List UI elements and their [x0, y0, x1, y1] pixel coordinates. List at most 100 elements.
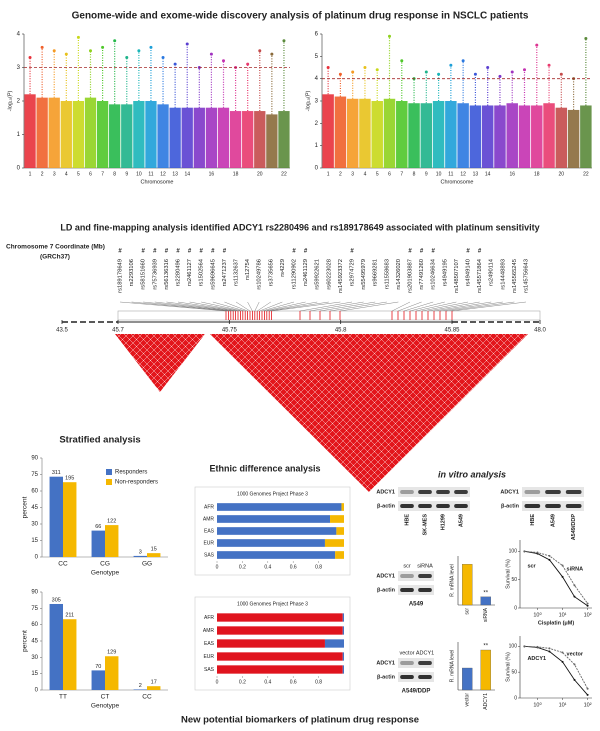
- top-snp: [173, 62, 177, 66]
- count-label: 305: [52, 597, 61, 603]
- blot-band: [400, 675, 414, 679]
- x-tick-label: 0: [216, 564, 219, 570]
- count-label: 311: [52, 470, 61, 476]
- snp-label: rs201903887: [408, 259, 414, 293]
- significance: **: [483, 590, 488, 596]
- y-tick-label: 0: [514, 605, 517, 611]
- snp-cloud: [145, 101, 157, 168]
- snp-label: rs14448893: [500, 259, 506, 290]
- y-axis-label: -log₁₀(P): [7, 91, 13, 112]
- snp-connector: [143, 301, 231, 312]
- x-tick-label: 20: [559, 171, 565, 177]
- x-tick-label: 7: [101, 171, 104, 177]
- blot-band: [524, 504, 541, 508]
- top-snp: [113, 39, 117, 43]
- y-tick-label: EAS: [204, 641, 215, 647]
- y-tick-label: 4: [17, 32, 21, 38]
- x-tick-label: 4: [364, 171, 367, 177]
- lane-label: A549: [550, 514, 556, 527]
- blot-band: [400, 588, 414, 592]
- snp-cloud: [580, 105, 592, 168]
- x-tick-label: 1: [29, 171, 32, 177]
- bar: [49, 476, 63, 557]
- series-label: ADCY1: [527, 656, 546, 662]
- snp-cloud: [494, 105, 506, 168]
- snp-label: rs4949195: [442, 259, 448, 286]
- y-tick-label: AFR: [204, 504, 214, 510]
- x-tick-label: 0.2: [239, 679, 246, 685]
- snp-connector: [261, 301, 295, 312]
- top-snp: [52, 49, 56, 53]
- x-tick-label: 13: [172, 171, 178, 177]
- y-tick-label: 30: [31, 522, 38, 528]
- snp-connector: [131, 301, 229, 312]
- x-tick-label: scr: [465, 608, 471, 615]
- lane-label: H1299: [440, 514, 446, 530]
- snp-cloud: [169, 107, 181, 168]
- section-title: Stratified analysis: [59, 435, 140, 446]
- snp-label: rs2461127: [187, 259, 193, 286]
- top-snp: [270, 52, 274, 56]
- count-label: 17: [151, 680, 157, 686]
- top-snp: [449, 63, 453, 67]
- y-tick-label: 75: [31, 606, 38, 612]
- bar-segment: [342, 626, 344, 635]
- y-tick-label: 15: [31, 538, 38, 544]
- legend-swatch: [106, 479, 112, 485]
- blot-band: [454, 504, 468, 508]
- y-tick-label: SAS: [204, 667, 215, 673]
- snp-connector: [319, 301, 376, 312]
- x-tick-label: 8: [413, 171, 416, 177]
- snp-cloud: [109, 104, 121, 168]
- snp-cloud: [469, 105, 482, 168]
- snp-connector: [309, 301, 364, 312]
- x-tick-label: ADCY1: [483, 693, 489, 710]
- y-tick-label: 90: [31, 456, 38, 462]
- bar-segment: [217, 539, 325, 547]
- snp-connector: [271, 301, 341, 312]
- x-tick-label: 12: [460, 171, 466, 177]
- snp-cloud: [48, 97, 60, 168]
- snp-connector: [189, 301, 241, 312]
- x-tick-label: 45.7: [112, 328, 124, 334]
- x-tick-label: 9: [125, 171, 128, 177]
- blot-band: [436, 504, 450, 508]
- snp-flag: #: [200, 249, 204, 255]
- snp-flag: #: [188, 249, 192, 255]
- x-tick-label: CT: [101, 694, 110, 701]
- x-axis-label: Chromosome: [440, 179, 473, 185]
- blot-band: [418, 588, 432, 592]
- snp-connector: [329, 301, 387, 312]
- snp-cloud: [229, 111, 242, 168]
- x-tick-label: CG: [100, 561, 110, 568]
- snp-label: rs148507107: [454, 259, 460, 293]
- figure-footer: New potential biomarkers of platinum dru…: [181, 715, 419, 726]
- top-snp: [498, 74, 502, 78]
- y-tick-label: 50: [511, 577, 517, 583]
- x-tick-label: 10⁰: [533, 611, 542, 618]
- snp-cloud: [133, 101, 145, 168]
- lane-label: ADCY1: [416, 650, 434, 656]
- snp-label: rs189178649: [118, 259, 124, 293]
- x-tick-label: 5: [77, 171, 80, 177]
- top-snp: [351, 70, 355, 74]
- y-tick-label: 6: [315, 32, 319, 38]
- snp-connector: [177, 301, 239, 312]
- row-label: β-actin: [377, 503, 396, 509]
- bar-segment: [341, 503, 344, 511]
- bar-segment: [330, 515, 344, 523]
- snp-label: rs1502564: [199, 258, 205, 286]
- y-tick-label: 0: [35, 555, 39, 561]
- snp-flag: #: [142, 249, 146, 255]
- snp-label: rs11290902: [292, 259, 298, 289]
- x-tick-label: 48.0: [534, 328, 546, 334]
- bar: [105, 656, 119, 690]
- y-tick-label: 100: [509, 549, 518, 555]
- snp-connector: [212, 301, 246, 312]
- snp-flag: #: [223, 249, 227, 255]
- top-snp: [424, 70, 428, 74]
- row-label: ADCY1: [376, 660, 395, 666]
- snp-cloud: [543, 103, 555, 168]
- x-tick-label: 5: [376, 171, 379, 177]
- snp-cloud: [322, 94, 334, 168]
